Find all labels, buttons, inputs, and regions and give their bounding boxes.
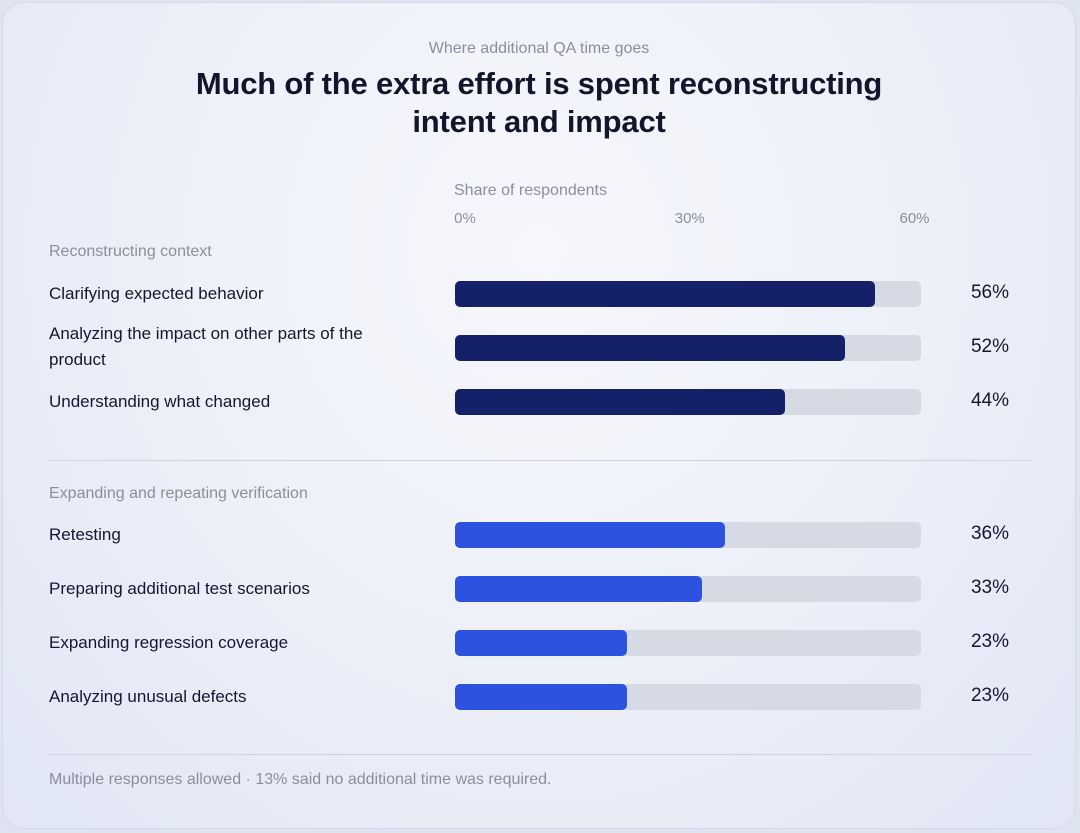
bar-category-label: Preparing additional test scenarios (49, 579, 310, 598)
chart-title: Much of the extra effort is spent recons… (3, 65, 1075, 141)
bar (455, 576, 703, 602)
bar (455, 281, 875, 307)
bar-category-label: Retesting (49, 525, 121, 544)
bar-track (455, 335, 921, 361)
chart-title-line-2: intent and impact (412, 104, 666, 139)
bar (455, 630, 628, 656)
bar-track (455, 576, 921, 602)
x-tick-label: 60% (899, 210, 930, 227)
bar-value-label: 52% (970, 336, 1009, 357)
bar-track (455, 281, 921, 307)
bar (455, 389, 785, 415)
bar-value-label: 33% (970, 577, 1009, 598)
footer-divider (49, 754, 1031, 755)
x-axis-label: Share of respondents (454, 182, 607, 199)
bar-category-label: Expanding regression coverage (49, 633, 289, 652)
bar-track (455, 684, 921, 710)
x-tick-label: 30% (674, 210, 705, 227)
bar (455, 684, 628, 710)
bar-value-label: 23% (970, 631, 1009, 652)
bar-value-label: 44% (970, 390, 1009, 411)
bar-track (455, 389, 921, 415)
bar (455, 522, 725, 548)
bar-category-label: Understanding what changed (49, 392, 271, 411)
bar-category-label: Analyzing unusual defects (49, 687, 247, 706)
group-divider (49, 460, 1031, 461)
chart-title-line-1: Much of the extra effort is spent recons… (195, 66, 883, 101)
bar-category-label: Clarifying expected behavior (49, 284, 264, 303)
bar-track (455, 630, 921, 656)
chart-eyebrow: Where additional QA time goes (428, 40, 650, 57)
bar-track (455, 522, 921, 548)
bar (455, 335, 845, 361)
bar-value-label: 36% (970, 523, 1009, 544)
footnote: Multiple responses allowed · 13% said no… (49, 771, 552, 788)
x-tick-label: 0% (454, 210, 476, 227)
group-label: Expanding and repeating verification (49, 485, 308, 502)
bar-value-label: 23% (970, 685, 1009, 706)
group-label: Reconstructing context (49, 243, 212, 260)
bar-category-label: Analyzing the impact on other parts of t… (49, 324, 363, 369)
bar-value-label: 56% (970, 282, 1009, 303)
